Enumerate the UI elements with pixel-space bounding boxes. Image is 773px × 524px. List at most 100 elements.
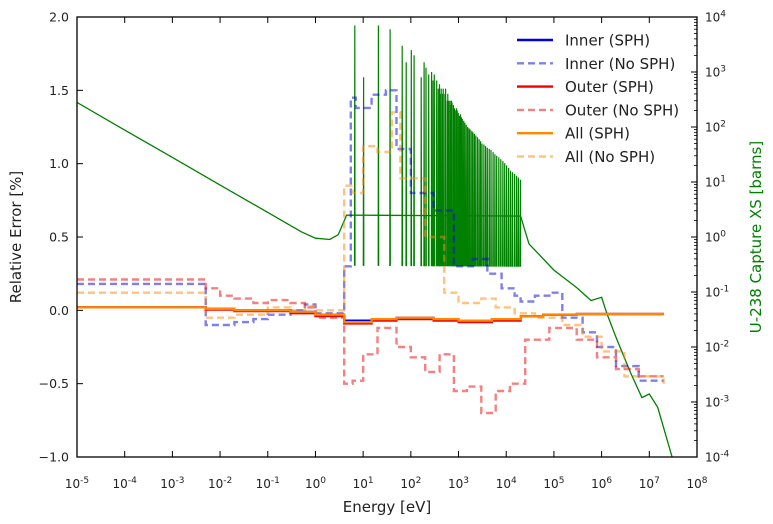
xs-resonance-peak: [458, 115, 461, 267]
x-tick-label: 104: [496, 476, 517, 491]
xs-resonance-peak: [437, 88, 440, 267]
y2-tick-label: 100: [705, 230, 726, 245]
xs-resonance-peak: [353, 25, 356, 266]
xs-resonance-peak: [444, 88, 447, 267]
xs-resonance-peak: [389, 29, 391, 267]
series-line-all-no-sph: [77, 111, 665, 384]
y2-tick-label: 10-4: [705, 450, 730, 465]
series-line-all-sph: [77, 306, 664, 324]
xs-resonance-peak: [466, 126, 469, 267]
xs-resonance-peak: [490, 150, 492, 267]
xs-resonance-peak: [465, 124, 468, 267]
xs-resonance-peak: [405, 62, 408, 267]
xs-resonance-peak: [377, 25, 380, 266]
x-tick-label: 106: [591, 476, 612, 491]
xs-resonance-peak: [427, 74, 430, 267]
y-tick-label: 0.0: [49, 303, 69, 318]
xs-resonance-peak: [503, 163, 506, 267]
xs-resonance-peak: [440, 88, 443, 267]
xs-resonance-peak: [435, 80, 438, 267]
x-axis: 10-5 10-4 10-3 10-2 10-1 100 101 102 103 104 105 10…: [65, 17, 708, 491]
legend-label: All (No SPH): [565, 148, 655, 166]
xs-resonance-peak: [511, 172, 514, 267]
xs-resonance-peak: [505, 165, 508, 267]
xs-resonance-peak: [454, 110, 456, 267]
xs-resonance-peak: [483, 144, 485, 267]
xs-resonance-peak: [481, 143, 483, 267]
y2-tick-label: 103: [705, 65, 726, 80]
series-layer: [77, 89, 665, 415]
xs-resonance-peak: [478, 139, 480, 267]
x-tick-label: 100: [305, 476, 326, 491]
x-tick-label: 108: [686, 476, 707, 491]
y-tick-label: 0.5: [49, 230, 69, 245]
y2-tick-label: 104: [705, 10, 726, 25]
xs-resonance-peak: [430, 71, 433, 267]
xs-resonance-peak: [449, 100, 451, 267]
y-tick-label: 1.5: [49, 83, 69, 98]
y-tick-label: 1.0: [49, 156, 69, 171]
xs-resonance-peak: [456, 110, 458, 267]
xs-resonance-peak: [495, 155, 498, 267]
xs-resonance-peak: [488, 148, 491, 267]
xs-resonance-peak: [432, 80, 434, 267]
xs-resonance-peak: [509, 170, 512, 267]
xs-resonance-peak: [500, 159, 502, 267]
y2-tick-label: 10-1: [705, 285, 729, 300]
xs-resonance-peak: [492, 152, 494, 267]
x-tick-label: 102: [400, 476, 421, 491]
x-tick-label: 105: [543, 476, 564, 491]
legend: Inner (SPH) Inner (No SPH) Outer (SPH) Oute…: [517, 32, 679, 166]
y2-tick-label: 101: [705, 175, 726, 190]
xs-resonance-peak: [494, 154, 496, 267]
xs-resonance-peak: [519, 179, 522, 267]
xs-resonance-peak: [472, 132, 474, 267]
xs-resonance-peak: [517, 177, 520, 267]
y-axis-right: 104 103 102 101 100 10-1 10-2 10-3 10-4: [691, 10, 730, 465]
xs-resonance-peak: [451, 102, 453, 267]
y-tick-label: −0.5: [39, 376, 69, 391]
xs-resonance-peak: [461, 118, 464, 267]
legend-label: Outer (SPH): [565, 78, 654, 96]
xs-resonance-peak: [515, 175, 518, 267]
xs-resonance-peak: [362, 77, 365, 266]
legend-label: Inner (No SPH): [565, 55, 675, 73]
xs-resonance-peak: [442, 88, 445, 267]
x-tick-label: 103: [448, 476, 469, 491]
y-tick-label: 2.0: [49, 10, 69, 25]
xs-resonance-peak: [401, 45, 404, 267]
x-axis-label: Energy [eV]: [343, 498, 431, 516]
x-tick-label: 107: [639, 476, 660, 491]
xs-resonance-peak: [473, 133, 476, 267]
y-axis-left: 2.0 1.5 1.0 0.5 0.0 −0.5 −1.0: [39, 10, 83, 465]
legend-label: All (SPH): [565, 125, 630, 143]
y2-tick-label: 102: [705, 120, 726, 135]
x-tick-label: 10-3: [160, 476, 184, 491]
xs-resonance-peak: [484, 146, 487, 267]
xs-curve-baseline: [77, 101, 673, 457]
xs-resonance-peak: [486, 147, 489, 267]
xs-resonance-peak: [413, 55, 415, 267]
y2-tick-label: 10-3: [705, 395, 729, 410]
xs-resonance-peak: [439, 93, 441, 267]
xs-resonance-peak: [420, 77, 423, 267]
xs-resonance-peak: [498, 157, 500, 267]
xs-resonance-peak: [474, 135, 477, 267]
xs-resonance-peak: [446, 93, 449, 267]
xs-resonance-peak: [447, 100, 450, 267]
xs-resonance-peak: [513, 173, 516, 267]
xs-resonance-peak: [507, 167, 510, 267]
series-line-outer-no-sph: [77, 278, 664, 415]
y-axis-label: Relative Error [%]: [7, 171, 25, 304]
x-tick-label: 101: [353, 476, 374, 491]
y2-tick-label: 10-2: [705, 340, 729, 355]
x-tick-label: 10-1: [256, 476, 280, 491]
xs-resonance-peak: [468, 128, 470, 267]
xs-resonance-peak: [479, 141, 482, 267]
legend-label: Inner (SPH): [565, 32, 650, 50]
y2-axis-label: U-238 Capture XS [barns]: [747, 141, 765, 333]
x-tick-label: 10-5: [65, 476, 89, 491]
xs-resonance-peak: [471, 130, 473, 267]
xs-resonance-peak: [452, 105, 455, 267]
